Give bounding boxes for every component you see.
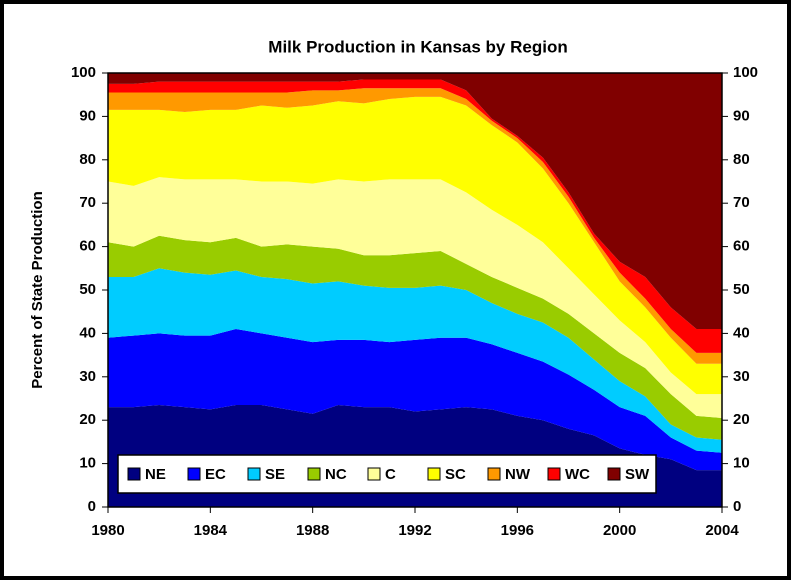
y2-tick-label: 80 <box>733 151 750 168</box>
legend-label: NE <box>145 466 166 483</box>
legend-label: SW <box>625 466 650 483</box>
y-tick-label: 0 <box>88 498 96 515</box>
area <box>108 268 722 453</box>
legend-swatch <box>307 467 321 481</box>
legend-swatch <box>427 467 441 481</box>
x-tick-label: 1984 <box>194 522 228 539</box>
y-tick-label: 70 <box>79 194 96 211</box>
y-tick-label: 80 <box>79 151 96 168</box>
y2-tick-label: 100 <box>733 64 758 81</box>
area <box>108 235 722 440</box>
legend-label: SE <box>265 466 285 483</box>
x-tick-label: 1988 <box>296 522 329 539</box>
y2-tick-label: 90 <box>733 107 750 124</box>
legend-label: C <box>385 466 396 483</box>
x-tick-label: 1980 <box>91 522 124 539</box>
y2-tick-label: 30 <box>733 368 750 385</box>
y-tick-label: 100 <box>71 64 96 81</box>
legend-label: EC <box>205 466 226 483</box>
legend-label: SC <box>445 466 466 483</box>
y2-tick-label: 10 <box>733 455 750 472</box>
y-axis-label: Percent of State Production <box>29 191 46 389</box>
x-tick-label: 1996 <box>501 522 534 539</box>
y2-tick-label: 70 <box>733 194 750 211</box>
area <box>108 73 722 330</box>
y-tick-label: 40 <box>79 324 96 341</box>
x-tick-label: 1992 <box>398 522 431 539</box>
y2-tick-label: 60 <box>733 238 750 255</box>
legend-label: NW <box>505 466 531 483</box>
legend-swatch <box>187 467 201 481</box>
legend-swatch <box>607 467 621 481</box>
x-tick-label: 2004 <box>705 522 739 539</box>
y-tick-label: 10 <box>79 455 96 472</box>
y2-tick-label: 50 <box>733 281 750 298</box>
y2-tick-label: 40 <box>733 324 750 341</box>
y2-tick-label: 0 <box>733 498 741 515</box>
y-tick-label: 30 <box>79 368 96 385</box>
legend-swatch <box>547 467 561 481</box>
legend-label: NC <box>325 466 347 483</box>
area <box>108 329 722 471</box>
area <box>108 96 722 395</box>
legend-box <box>117 454 657 494</box>
y-tick-label: 60 <box>79 238 96 255</box>
x-tick-label: 2000 <box>603 522 636 539</box>
legend-swatch <box>127 467 141 481</box>
legend-swatch <box>247 467 261 481</box>
y-tick-label: 20 <box>79 411 96 428</box>
legend-label: WC <box>565 466 590 483</box>
area <box>108 177 722 419</box>
chart-title: Milk Production in Kansas by Region <box>268 37 567 56</box>
legend-swatch <box>367 467 381 481</box>
y-tick-label: 90 <box>79 107 96 124</box>
y2-tick-label: 20 <box>733 411 750 428</box>
y-tick-label: 50 <box>79 281 96 298</box>
legend-swatch <box>487 467 501 481</box>
